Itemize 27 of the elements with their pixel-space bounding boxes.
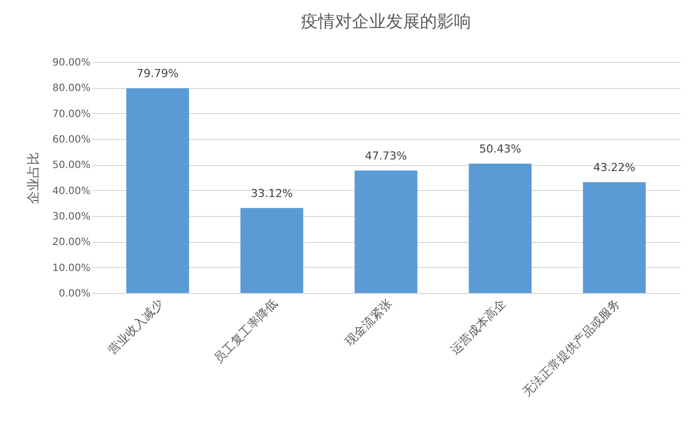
- y-axis-title: 企业占比: [26, 152, 42, 204]
- y-tick-label: 40.00%: [52, 186, 90, 197]
- y-tick-label: 20.00%: [52, 237, 90, 248]
- bar: [582, 182, 646, 293]
- bar: [126, 88, 190, 293]
- bar: [468, 164, 532, 293]
- chart-title: 疫情对企业发展的影响: [301, 12, 471, 32]
- data-label: 43.22%: [593, 161, 636, 174]
- x-tick-label: 员工复工率降低: [211, 296, 280, 366]
- data-label: 47.73%: [365, 149, 407, 162]
- bar: [354, 170, 418, 293]
- y-tick-label: 70.00%: [52, 108, 90, 120]
- y-tick-label: 80.00%: [52, 83, 90, 94]
- y-tick-label: 30.00%: [52, 212, 90, 222]
- y-tick-label: 10.00%: [52, 262, 90, 274]
- data-label: 50.43%: [479, 142, 522, 156]
- y-tick-label: 60.00%: [52, 134, 90, 146]
- y-tick-label: 90.00%: [52, 58, 90, 68]
- bar: [240, 208, 304, 293]
- y-tick-label: 50.00%: [52, 160, 90, 172]
- x-tick-label: 营业收入减少: [105, 296, 166, 357]
- y-tick-label: 0.00%: [58, 288, 90, 300]
- data-label: 33.12%: [250, 186, 293, 200]
- data-label: 79.79%: [136, 67, 179, 80]
- x-tick-label: 现金流紧张: [342, 296, 394, 348]
- x-tick-label: 运营成本高企: [448, 296, 509, 357]
- x-tick-label: 无法正常提供产品或服务: [520, 296, 623, 400]
